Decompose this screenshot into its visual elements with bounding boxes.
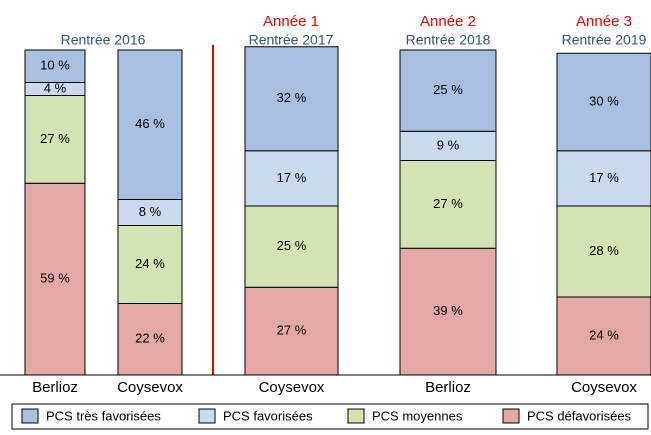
legend-label: PCS très favorisées xyxy=(46,408,161,423)
data-label: 30 % xyxy=(589,93,619,108)
data-label: 59 % xyxy=(40,271,70,286)
year-label: Année 3 xyxy=(576,13,632,30)
bar-segment xyxy=(117,303,183,376)
bar-segment xyxy=(244,286,339,376)
bar-segment xyxy=(24,49,86,83)
data-label: 32 % xyxy=(277,90,307,105)
data-label: 9 % xyxy=(437,137,460,152)
x-tick-label: Coysevox xyxy=(117,379,183,396)
data-label: 25 % xyxy=(433,82,463,97)
legend-swatch xyxy=(347,408,365,424)
bar-segment xyxy=(244,150,339,207)
group-label: Rentrée 2016 xyxy=(61,32,146,48)
year-label: Année 1 xyxy=(263,13,319,30)
bar-segment xyxy=(556,296,651,376)
x-tick-label: Berlioz xyxy=(32,379,78,396)
data-label: 39 % xyxy=(433,303,463,318)
legend-label: PCS moyennes xyxy=(372,408,463,423)
data-label: 27 % xyxy=(277,323,307,338)
group-label: Rentrée 2017 xyxy=(249,32,334,48)
data-label: 27 % xyxy=(40,131,70,146)
data-label: 24 % xyxy=(135,256,165,271)
bar-segment xyxy=(244,205,339,288)
bar-segment xyxy=(244,46,339,152)
legend-swatch xyxy=(21,408,39,424)
data-label: 17 % xyxy=(277,170,307,185)
group-label: Rentrée 2019 xyxy=(562,32,647,48)
x-tick-label: Coysevox xyxy=(259,379,325,396)
data-label: 27 % xyxy=(433,196,463,211)
legend-label: PCS défavorisées xyxy=(527,408,632,423)
data-label: 4 % xyxy=(44,80,67,95)
bar-segment xyxy=(399,247,497,376)
bar-segment xyxy=(399,160,497,249)
data-label: 17 % xyxy=(589,170,619,185)
x-tick-label: Coysevox xyxy=(571,379,637,396)
legend-swatch xyxy=(198,408,216,424)
legend xyxy=(11,403,649,430)
bar-segment xyxy=(556,52,651,152)
data-label: 8 % xyxy=(139,204,162,219)
data-label: 46 % xyxy=(135,116,165,131)
legend-swatch xyxy=(502,408,520,424)
data-label: 24 % xyxy=(589,327,619,342)
bar-segment xyxy=(117,225,183,304)
legend-label: PCS favorisées xyxy=(223,408,313,423)
bar-segment xyxy=(24,95,86,184)
data-label: 10 % xyxy=(40,58,70,73)
year-label: Année 2 xyxy=(420,13,476,30)
bar-segment xyxy=(399,49,497,132)
group-label: Rentrée 2018 xyxy=(406,32,491,48)
data-label: 22 % xyxy=(135,331,165,346)
bar-segment xyxy=(117,49,183,200)
data-label: 25 % xyxy=(277,238,307,253)
x-tick-label: Berlioz xyxy=(425,379,471,396)
data-label: 28 % xyxy=(589,243,619,258)
